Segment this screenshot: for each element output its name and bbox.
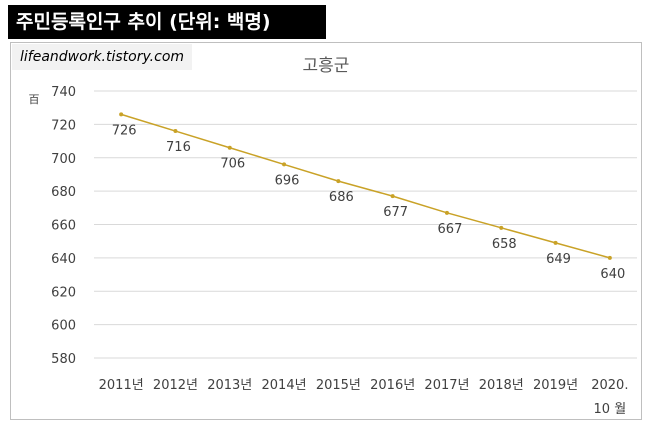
data-label: 716 [166,140,191,155]
data-point [553,240,558,245]
data-point [607,255,612,260]
x-tick-label: 2011년 [99,378,144,393]
data-point [390,194,395,199]
y-tick-label: 580 [51,352,76,367]
chart-frame [10,42,642,420]
series-line-layer [120,113,611,259]
y-tick-label: 740 [51,85,76,100]
data-point [119,112,124,117]
y-tick-label: 680 [51,185,76,200]
data-label: 706 [220,157,245,172]
data-point [227,145,232,150]
data-points [119,112,612,260]
x-axis-ticks: 2011년 2012년 2013년 2014년 2015년 2016년 2017년 2018년… [99,378,629,417]
data-label: 649 [546,252,571,267]
watermark-label: lifeandwork.tistory.com [12,44,193,70]
data-point [173,129,178,134]
grid-lines [94,90,637,359]
data-point [444,210,449,215]
data-label: 677 [383,205,408,220]
data-point [282,162,287,167]
series-line [120,113,611,259]
x-tick-label: 2014년 [262,378,307,393]
x-tick-label: 2019년 [533,378,578,393]
x-tick-label: 2017년 [424,378,469,393]
x-tick-label: 2013년 [207,378,252,393]
x-tick-label: 2015년 [316,378,361,393]
x-tick-label: 2012년 [153,378,198,393]
data-point [499,225,504,230]
data-label: 658 [492,237,517,252]
x-tick-label: 2020. 10 월 [591,378,628,417]
y-tick-label: 700 [51,152,76,167]
y-tick-label: 640 [51,252,76,267]
y-tick-label: 660 [51,219,76,234]
x-tick-label: 2018년 [479,378,524,393]
data-label: 667 [438,222,463,237]
data-label: 686 [329,190,354,205]
chart-title: 고흥군 [303,56,350,76]
y-axis-ticks: 580 600 620 640 660 680 700 720 740 [51,85,76,367]
data-label: 696 [275,173,300,188]
y-tick-label: 600 [51,319,76,334]
chart-banner-title: 주민등록인구 추이 (단위: 백명) [8,5,326,39]
data-label: 640 [600,267,625,282]
y-tick-label: 620 [51,285,76,300]
data-labels: 726 716 706 696 686 677 667 658 649 640 [112,123,626,282]
data-label: 726 [112,123,137,138]
x-tick-label: 2016년 [370,378,415,393]
y-unit-label: 百 [29,93,40,106]
y-tick-label: 720 [51,118,76,133]
data-point [336,179,341,184]
